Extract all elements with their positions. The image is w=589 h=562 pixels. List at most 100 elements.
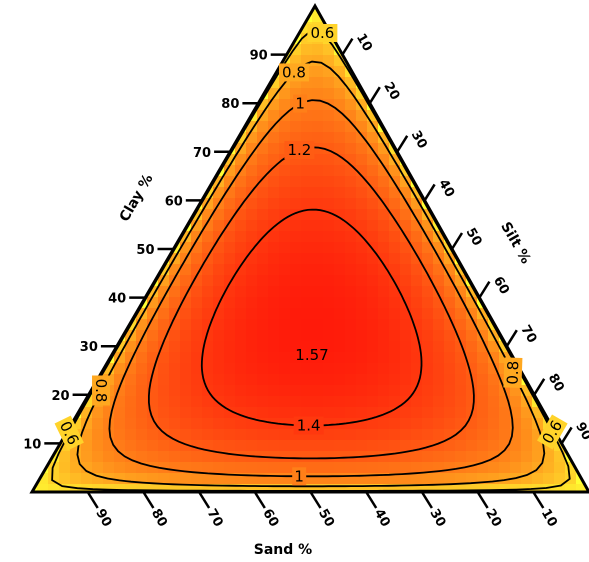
heatmap-cell xyxy=(389,187,401,199)
heatmap-cell xyxy=(477,407,489,419)
heatmap-cell xyxy=(422,484,434,492)
heatmap-cell xyxy=(70,363,82,375)
heatmap-cell xyxy=(290,187,302,199)
heatmap-cell xyxy=(323,121,335,133)
clay-tick-label: 80 xyxy=(221,97,239,112)
heatmap-cell xyxy=(224,462,236,474)
heatmap-cell xyxy=(378,396,390,408)
heatmap-cell xyxy=(422,308,434,320)
heatmap-cell xyxy=(246,495,257,506)
heatmap-cell xyxy=(235,462,247,474)
heatmap-cell xyxy=(180,462,192,474)
heatmap-cell xyxy=(345,308,357,320)
silt-tick xyxy=(505,329,518,347)
heatmap-cell xyxy=(334,352,346,364)
heatmap-cell xyxy=(202,352,214,364)
heatmap-cell xyxy=(37,495,48,506)
contour-line xyxy=(147,146,475,460)
heatmap-cell xyxy=(433,418,445,430)
heatmap-cell xyxy=(257,132,269,144)
heatmap-cell xyxy=(499,462,511,474)
heatmap-cell xyxy=(356,121,368,133)
heatmap-cell xyxy=(367,286,379,298)
heatmap-cell xyxy=(301,484,313,492)
heatmap-cell xyxy=(246,484,258,492)
heatmap-cell xyxy=(257,462,269,474)
heatmap-cell xyxy=(268,352,280,364)
heatmap-cell xyxy=(367,77,379,89)
heatmap-cell xyxy=(169,264,181,276)
heatmap-cell xyxy=(433,396,445,408)
heatmap-cell xyxy=(422,319,434,331)
heatmap-cell xyxy=(279,154,291,166)
heatmap-cell xyxy=(147,473,159,485)
heatmap-cell xyxy=(466,286,478,298)
heatmap-cell xyxy=(565,484,577,492)
clay-tick-label: 90 xyxy=(250,49,268,64)
heatmap-cell xyxy=(466,473,478,485)
heatmap-cell xyxy=(213,440,225,452)
heatmap-cell xyxy=(268,308,280,320)
heatmap-cell xyxy=(345,352,357,364)
heatmap-cell xyxy=(400,462,412,474)
heatmap-cell xyxy=(356,55,368,67)
heatmap-cell xyxy=(433,484,445,492)
heatmap-cell xyxy=(257,297,269,309)
heatmap-cell xyxy=(202,484,214,492)
heatmap-cell xyxy=(114,385,126,397)
heatmap-cell xyxy=(169,396,181,408)
heatmap-cell xyxy=(499,418,511,430)
heatmap-cell xyxy=(433,319,445,331)
heatmap-cell xyxy=(169,308,181,320)
heatmap-cell xyxy=(334,110,346,122)
heatmap-cell xyxy=(466,352,478,364)
heatmap-cell xyxy=(301,187,313,199)
heatmap-cell xyxy=(334,440,346,452)
heatmap-cell xyxy=(224,418,236,430)
heatmap-cell xyxy=(290,44,302,56)
heatmap-cell xyxy=(290,286,302,298)
heatmap-cell xyxy=(301,495,312,506)
heatmap-cell xyxy=(169,286,181,298)
heatmap-cell xyxy=(169,330,181,342)
heatmap-cell xyxy=(411,308,423,320)
heatmap-cell xyxy=(334,231,346,243)
heatmap-cell xyxy=(268,231,280,243)
heatmap-cell xyxy=(367,198,379,210)
heatmap-cell xyxy=(92,462,104,474)
heatmap-cell xyxy=(356,396,368,408)
heatmap-cell xyxy=(125,462,137,474)
heatmap-cell xyxy=(81,473,93,485)
heatmap-cell xyxy=(224,187,236,199)
heatmap-cell xyxy=(279,132,291,144)
heatmap-cell xyxy=(268,396,280,408)
heatmap-cell xyxy=(279,341,291,353)
heatmap-cell xyxy=(301,319,313,331)
heatmap-cell xyxy=(312,308,324,320)
heatmap-cell xyxy=(246,374,258,386)
heatmap-cell xyxy=(224,253,236,265)
heatmap-cell xyxy=(378,275,390,287)
heatmap-cell xyxy=(48,473,60,485)
heatmap-cell xyxy=(158,407,170,419)
heatmap-cell xyxy=(235,154,247,166)
heatmap-cell xyxy=(323,6,335,12)
heatmap-cell xyxy=(81,363,93,375)
heatmap-cell xyxy=(378,407,390,419)
sand-axis-title: Sand % xyxy=(254,542,312,558)
heatmap-cell xyxy=(334,176,346,188)
heatmap-cell xyxy=(246,462,258,474)
heatmap-cell xyxy=(279,242,291,254)
heatmap-cell xyxy=(235,253,247,265)
heatmap-cell xyxy=(224,242,236,254)
heatmap-cell xyxy=(334,6,346,12)
heatmap-cell xyxy=(202,374,214,386)
heatmap-cell xyxy=(136,363,148,375)
heatmap-cell xyxy=(433,385,445,397)
heatmap-cell xyxy=(466,330,478,342)
heatmap-cell xyxy=(312,374,324,386)
heatmap-cell xyxy=(356,66,368,78)
heatmap-cell xyxy=(136,473,148,485)
heatmap-cell xyxy=(334,253,346,265)
heatmap-cell xyxy=(334,286,346,298)
